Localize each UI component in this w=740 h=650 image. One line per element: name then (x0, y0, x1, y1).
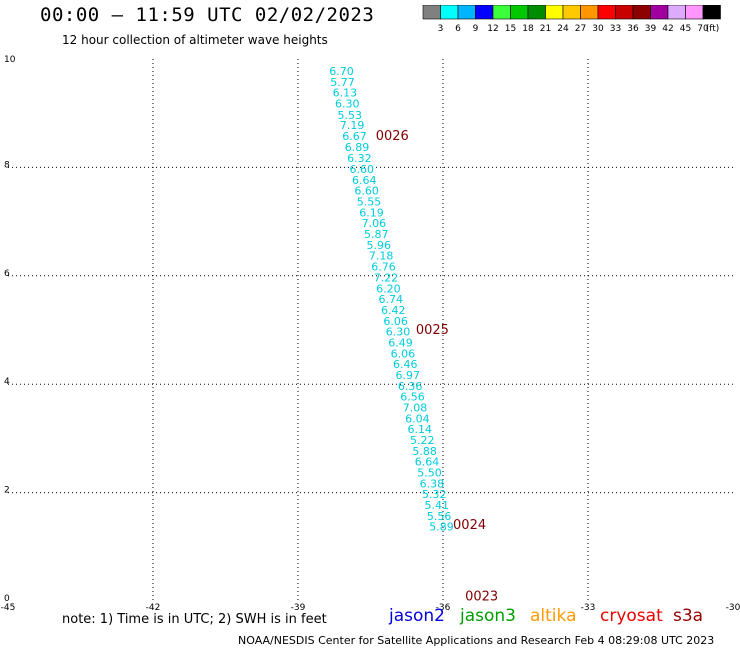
wave-height-value: 7.08 (403, 402, 428, 415)
wave-height-value: 6.64 (352, 174, 377, 187)
color-scale-label: 15 (505, 24, 516, 34)
x-tick-label: -36 (436, 603, 451, 610)
wave-height-value: 6.20 (376, 282, 401, 295)
wave-height-value: 5.87 (364, 228, 389, 241)
legend-altika: altika (530, 606, 577, 626)
wave-height-value: 5.56 (427, 510, 452, 523)
color-scale-label: 45 (680, 24, 691, 34)
x-tick-label: -39 (291, 603, 306, 610)
pass-time-label: 0025 (416, 323, 449, 338)
pass-time-label: 0024 (453, 518, 486, 533)
wave-height-value: 7.19 (340, 119, 365, 132)
wave-height-value: 6.19 (359, 206, 384, 219)
chart-subtitle: 12 hour collection of altimeter wave hei… (62, 33, 328, 47)
wave-height-value: 5.41 (424, 499, 449, 512)
wave-height-value: 6.76 (371, 261, 396, 274)
wave-height-value: 6.32 (347, 152, 372, 165)
y-tick-label: 2 (4, 486, 10, 496)
wave-height-value: 5.77 (330, 76, 355, 89)
color-scale-label: 30 (592, 24, 604, 34)
wave-height-value: 6.74 (379, 293, 404, 306)
wave-height-value: 6.46 (393, 358, 418, 371)
wave-height-value: 7.22 (374, 271, 399, 284)
wave-height-value: 6.04 (405, 412, 430, 425)
wave-height-value: 6.67 (342, 130, 367, 143)
color-scale-label: 12 (487, 24, 498, 34)
y-tick-label: 6 (4, 269, 10, 279)
wave-height-value: 5.22 (410, 434, 435, 447)
wave-height-value: 6.89 (345, 141, 370, 154)
color-scale-label: 24 (557, 24, 569, 34)
wave-height-value: 5.96 (366, 239, 391, 252)
chart-title: 00:00 – 11:59 UTC 02/02/2023 (40, 4, 375, 26)
wave-height-value: 6.60 (354, 185, 379, 198)
x-tick-label: -30 (726, 603, 740, 610)
y-tick-label: 4 (4, 377, 10, 387)
x-tick-label: -45 (1, 603, 16, 610)
legend-jason3: jason3 (460, 606, 516, 626)
color-scale-unit: (ft) (706, 24, 720, 34)
color-scale-label: 18 (522, 24, 534, 34)
wave-height-value: 6.06 (383, 315, 408, 328)
color-scale-label: 70 (697, 24, 709, 34)
y-tick-label: 0 (4, 594, 10, 604)
wave-height-value: 5.89 (429, 521, 454, 534)
y-tick-label: 10 (4, 55, 16, 65)
wave-height-value: 5.55 (357, 196, 382, 209)
wave-height-value: 6.14 (408, 423, 433, 436)
color-scale-bar: 3 6 9 12 15 18 21 24 27 30 33 36 39 42 45 70(ft) (422, 5, 721, 34)
color-scale-label: 3 (438, 24, 444, 34)
units-note: note: 1) Time is in UTC; 2) SWH is in fe… (62, 612, 327, 627)
wave-height-value: 6.13 (333, 87, 358, 100)
wave-height-value: 5.32 (422, 488, 447, 501)
credit-footer: NOAA/NESDIS Center for Satellite Applica… (238, 634, 715, 647)
wave-height-value: 6.30 (386, 326, 411, 339)
color-scale-label: 33 (610, 24, 621, 34)
legend-jason2: jason2 (389, 606, 445, 626)
y-tick-label: 8 (4, 160, 10, 170)
pass-time-label: 0026 (376, 129, 409, 144)
wave-height-value: 7.18 (369, 250, 394, 263)
wave-height-value: 6.49 (388, 336, 413, 349)
color-scale-label: 39 (645, 24, 657, 34)
wave-height-value: 6.70 (329, 65, 354, 78)
wave-height-value: 6.64 (415, 456, 440, 469)
color-scale-label: 27 (575, 24, 586, 34)
wave-height-value: 6.42 (381, 304, 406, 317)
wave-height-value: 6.56 (400, 391, 425, 404)
x-tick-label: -33 (581, 603, 596, 610)
color-swatch (702, 5, 721, 20)
wave-height-value: 7.06 (362, 217, 387, 230)
wave-height-value: 6.30 (335, 97, 360, 110)
wave-height-value: 5.88 (412, 445, 437, 458)
legend-cryosat: cryosat (600, 606, 663, 626)
wave-height-value: 6.38 (420, 477, 445, 490)
color-scale-label: 6 (455, 24, 461, 34)
wave-height-value: 5.53 (337, 109, 362, 122)
color-scale-label: 36 (627, 24, 639, 34)
wave-height-value: 6.60 (350, 163, 375, 176)
legend-s3a: s3a (673, 606, 704, 626)
color-scale-label: 21 (540, 24, 551, 34)
color-scale-label: 42 (662, 24, 673, 34)
wave-height-value: 6.06 (391, 347, 416, 360)
wave-height-value: 5.50 (417, 467, 442, 480)
pass-time-label: 0023 (465, 590, 498, 605)
color-scale-label: 9 (473, 24, 479, 34)
x-tick-label: -42 (146, 603, 161, 610)
wave-height-value: 6.36 (398, 380, 423, 393)
wave-height-plot: -45 -42 -39 -36 -33 -3002468106.705.776.136.3… (1, 55, 740, 610)
wave-height-value: 6.97 (395, 369, 420, 382)
